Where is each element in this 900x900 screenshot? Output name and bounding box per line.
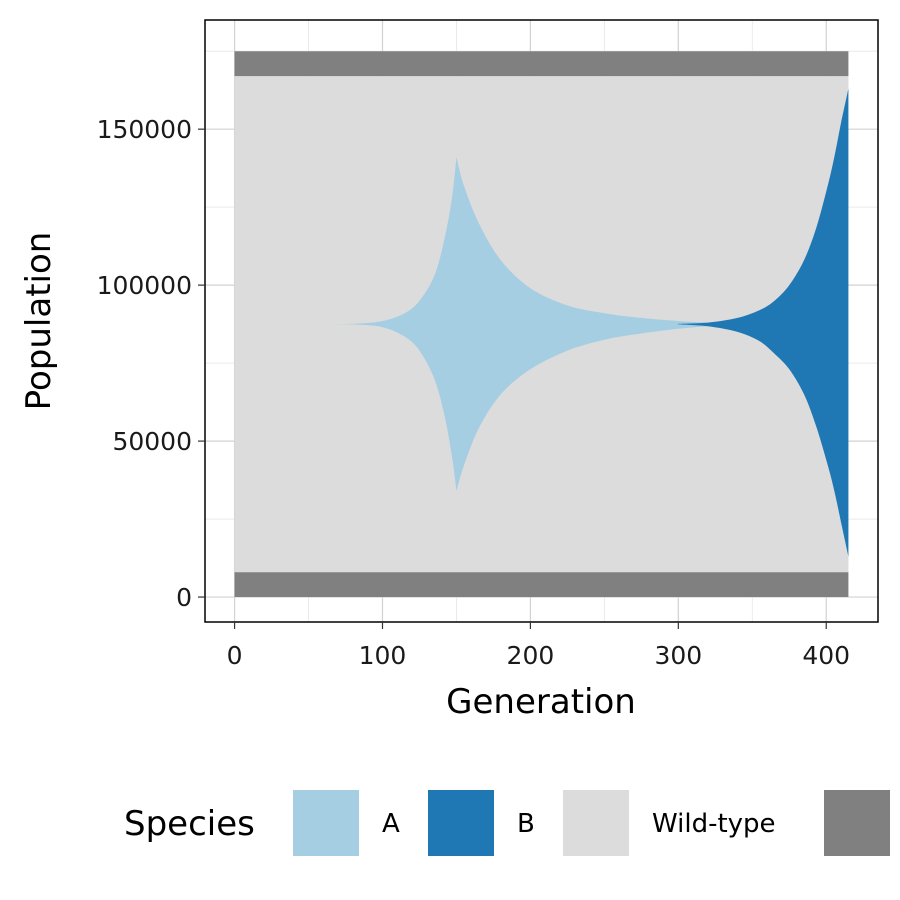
- legend-key-wild-type: [563, 790, 629, 856]
- x-tick-label: 200: [507, 641, 555, 670]
- legend-label-wild-type: Wild-type: [652, 809, 776, 839]
- legend-label-a: A: [382, 809, 400, 839]
- legend-title: Species: [124, 804, 255, 844]
- y-axis: 0 50000 100000 150000: [97, 115, 205, 612]
- x-tick-label: 400: [802, 641, 850, 670]
- plot-areas: [234, 51, 849, 598]
- area-top-band: [234, 51, 849, 77]
- y-tick-label: 150000: [97, 115, 192, 144]
- legend-key-unlabeled: [824, 790, 890, 856]
- legend-key-a: [293, 790, 359, 856]
- y-axis-title: Population: [19, 232, 59, 411]
- legend-key-b: [428, 790, 494, 856]
- legend-label-b: B: [517, 809, 535, 839]
- x-axis-title: Generation: [446, 682, 636, 722]
- y-tick-label: 50000: [112, 427, 192, 456]
- area-bottom-band: [234, 572, 849, 598]
- y-tick-label: 100000: [97, 271, 192, 300]
- legend: Species A B Wild-type: [124, 790, 890, 856]
- x-tick-label: 0: [227, 641, 243, 670]
- y-tick-label: 0: [176, 583, 192, 612]
- x-tick-label: 300: [654, 641, 702, 670]
- area-b: [678, 88, 849, 557]
- x-tick-label: 100: [359, 641, 407, 670]
- panel-border: [204, 19, 879, 623]
- area-a: [308, 157, 731, 491]
- x-axis: 0 100 200 300 400: [227, 622, 850, 670]
